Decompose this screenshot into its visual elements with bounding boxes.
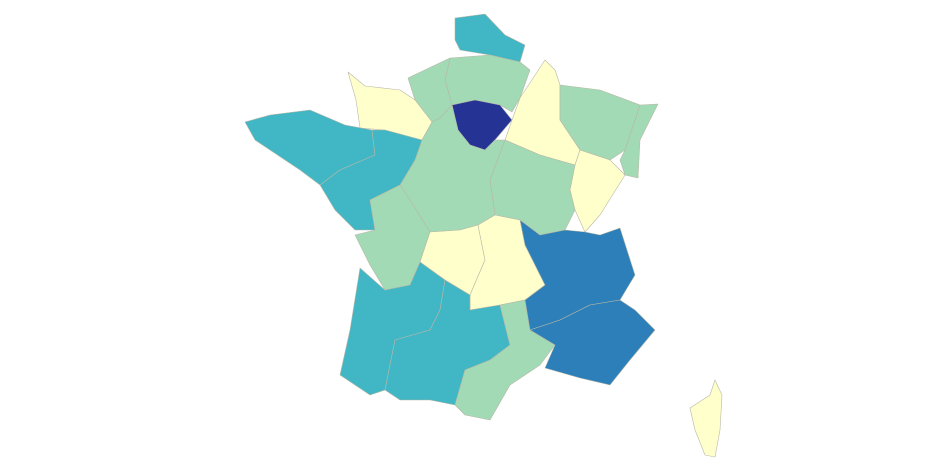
region [559, 84, 641, 161]
region [689, 379, 723, 458]
region [569, 149, 626, 233]
region [529, 299, 656, 386]
region [619, 103, 659, 179]
